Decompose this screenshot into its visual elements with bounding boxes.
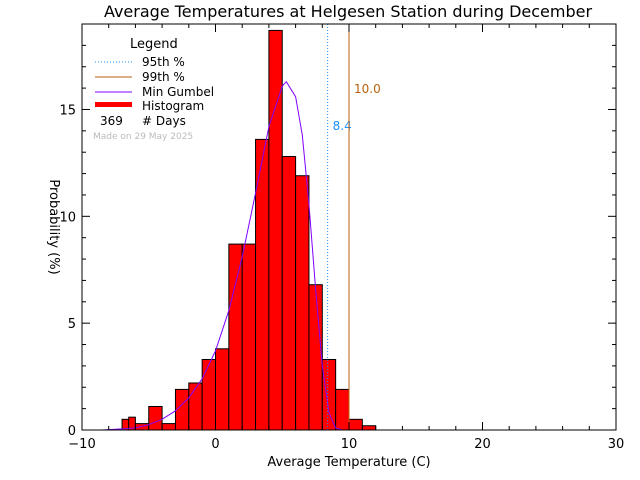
legend-gumbel-label: Min Gumbel [142,85,214,99]
x-tick-label: 20 [474,437,491,452]
x-tick-label: 30 [608,437,625,452]
y-tick-label: 10 [59,210,76,225]
histogram-bars [121,29,377,431]
made-on-note: Made on 29 May 2025 [93,132,193,142]
y-tick-label: 15 [59,103,76,118]
legend: Legend 95th % 99th % Min Gumbel Histogra… [93,37,214,142]
histogram-bar [281,155,297,431]
histogram-bar [161,423,176,431]
x-axis-label: Average Temperature (C) [267,455,430,470]
legend-95th-label: 95th % [142,55,185,69]
histogram-bar [348,418,363,431]
y-axis-ticks: 0 5 10 15 [59,44,616,439]
percentile-value-label: 8.4 [333,119,352,133]
histogram-bar [188,382,203,431]
x-tick-label: 0 [211,437,219,452]
legend-days-count: 369 [100,114,123,128]
x-tick-label: −10 [68,437,95,452]
legend-99th-label: 99th % [142,70,185,84]
chart-title: Average Temperatures at Helgesen Station… [104,2,593,21]
gumbel-curve [101,80,349,431]
histogram-bar [241,243,257,431]
histogram-bar [228,243,243,431]
x-axis-ticks: −10 0 10 20 30 [68,24,624,452]
histogram-bar [335,388,350,431]
legend-days-label: # Days [142,114,186,128]
percentile-lines: 8.4 10.0 [327,24,381,430]
histogram-bar [148,405,163,431]
histogram-bar [215,348,230,431]
y-axis-label: Probability (%) [46,179,61,274]
y-tick-label: 0 [68,424,76,439]
histogram-bar [174,388,190,431]
legend-title: Legend [130,37,178,52]
x-tick-label: 10 [341,437,358,452]
histogram-bar [268,29,283,431]
histogram-bar [295,175,310,431]
histogram-bar [201,358,216,431]
histogram-bar [321,358,337,431]
legend-histogram-swatch [95,102,132,107]
histogram-bar [308,284,323,431]
legend-histogram-label: Histogram [142,99,204,113]
gumbel-curve-group [101,80,349,431]
y-tick-label: 5 [68,317,76,332]
percentile-value-label: 10.0 [354,82,381,96]
histogram-bar [361,425,377,431]
